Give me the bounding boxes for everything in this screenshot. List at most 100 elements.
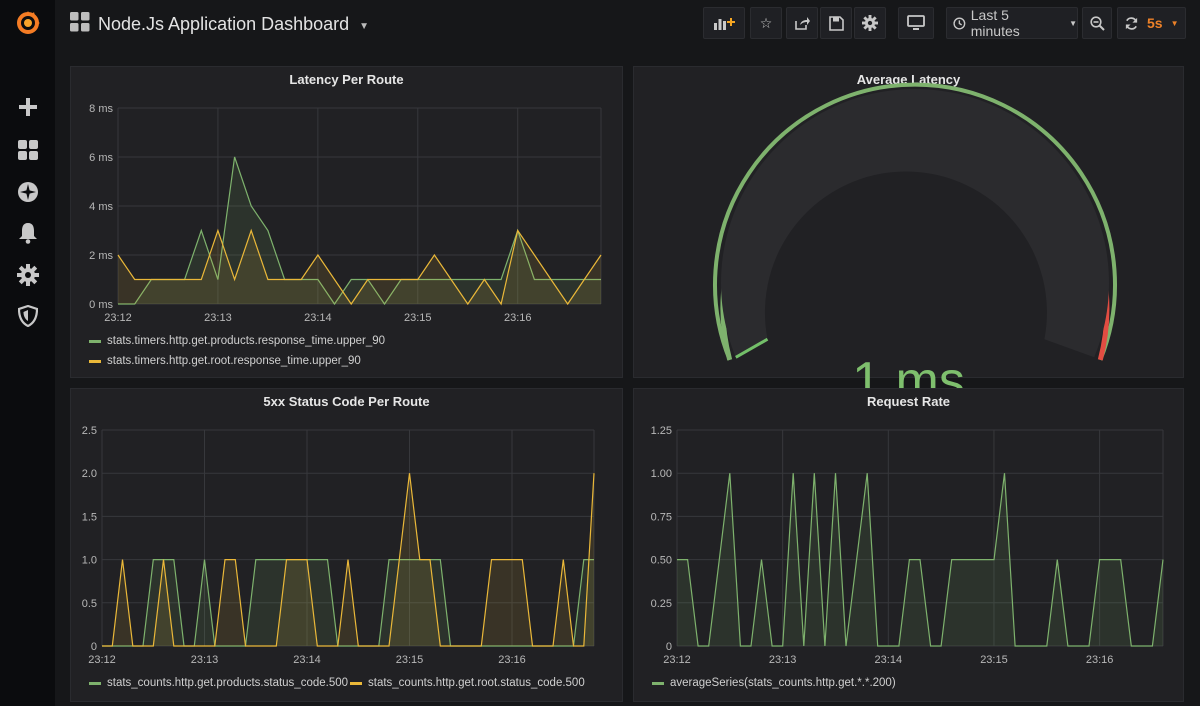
y-tick-label: 8 ms bbox=[89, 103, 113, 115]
alert-bell-icon[interactable] bbox=[14, 219, 42, 247]
legend-item[interactable]: averageSeries(stats_counts.http.get.*.*.… bbox=[652, 677, 896, 689]
series-line bbox=[117, 228, 602, 306]
x-tick-label: 23:12 bbox=[88, 654, 116, 666]
errors-chart: 0 0.5 1.0 1.5 2.0 2.5 23:12 23:13 23:14 23:15 23:1… bbox=[82, 425, 595, 666]
y-tick-label: 0.50 bbox=[651, 555, 672, 567]
legend-swatch bbox=[350, 681, 362, 685]
page-title: Node.Js Application Dashboard bbox=[98, 14, 350, 34]
star-button[interactable]: ☆ bbox=[750, 7, 782, 39]
x-tick-label: 23:16 bbox=[498, 654, 526, 666]
gear-icon bbox=[862, 15, 878, 31]
dashboards-icon bbox=[70, 12, 90, 37]
legend-item[interactable]: stats_counts.http.get.root.status_code.5… bbox=[350, 677, 585, 689]
y-tick-label: 1.00 bbox=[651, 468, 672, 480]
x-tick-label: 23:12 bbox=[104, 312, 132, 324]
y-tick-label: 0.5 bbox=[82, 598, 97, 610]
legend-label: stats.timers.http.get.products.response_… bbox=[107, 335, 386, 347]
add-panel-icon bbox=[714, 18, 735, 30]
y-tick-label: 0 ms bbox=[89, 299, 113, 311]
sidebar bbox=[0, 0, 55, 706]
legend-label: stats.timers.http.get.root.response_time… bbox=[107, 355, 361, 367]
y-tick-label: 1.25 bbox=[651, 425, 672, 437]
clock-icon bbox=[953, 17, 966, 29]
y-tick-label: 0.25 bbox=[651, 598, 672, 610]
refresh-button[interactable]: 5s ▼ bbox=[1117, 7, 1186, 39]
y-tick-label: 2 ms bbox=[89, 250, 113, 262]
y-tick-label: 2.0 bbox=[82, 468, 97, 480]
request-rate-chart: 0 0.25 0.50 0.75 1.00 1.25 23:12 23:13 23:14 23:1… bbox=[651, 425, 1164, 666]
dashboards-icon[interactable] bbox=[14, 136, 42, 164]
gear-icon[interactable] bbox=[14, 261, 42, 289]
legend-item[interactable]: stats.timers.http.get.products.response_… bbox=[89, 335, 385, 347]
star-icon: ☆ bbox=[759, 14, 773, 31]
x-tick-label: 23:16 bbox=[504, 312, 532, 324]
x-tick-label: 23:13 bbox=[769, 654, 797, 666]
request-rate-panel[interactable]: Request Rate 0 0.25 0.50 0.75 1.00 1.25 23:12 2… bbox=[633, 388, 1184, 702]
x-tick-label: 23:14 bbox=[304, 312, 332, 324]
average-latency-panel[interactable]: Average Latency 1 ms bbox=[633, 66, 1184, 410]
caret-down-icon: ▼ bbox=[1069, 18, 1077, 28]
legend-swatch bbox=[89, 359, 101, 363]
gauge-chart bbox=[713, 82, 1117, 361]
series-line bbox=[102, 473, 595, 647]
y-tick-label: 2.5 bbox=[82, 425, 97, 437]
share-icon bbox=[795, 17, 810, 30]
y-tick-label: 0 bbox=[91, 641, 97, 653]
plus-icon[interactable] bbox=[14, 93, 42, 121]
refresh-interval: 5s bbox=[1147, 15, 1163, 31]
caret-down-icon: ▼ bbox=[359, 21, 370, 32]
share-button[interactable] bbox=[786, 7, 818, 39]
caret-down-icon: ▼ bbox=[1170, 18, 1179, 28]
panel-title: 5xx Status Code Per Route bbox=[263, 394, 430, 409]
legend-swatch bbox=[89, 339, 101, 343]
series-area bbox=[102, 559, 594, 646]
x-tick-label: 23:15 bbox=[980, 654, 1008, 666]
y-tick-label: 6 ms bbox=[89, 152, 113, 164]
legend-swatch bbox=[89, 681, 101, 685]
explore-compass-icon[interactable] bbox=[14, 178, 42, 206]
legend-swatch bbox=[652, 681, 664, 685]
x-tick-label: 23:16 bbox=[1086, 654, 1114, 666]
x-tick-label: 23:15 bbox=[404, 312, 432, 324]
gauge-arc-left bbox=[713, 82, 1117, 361]
time-range-label: Last 5 minutes bbox=[970, 7, 1020, 39]
save-button[interactable] bbox=[820, 7, 852, 39]
refresh-icon bbox=[1125, 16, 1138, 30]
shield-icon[interactable] bbox=[14, 302, 42, 330]
monitor-icon bbox=[907, 15, 925, 30]
legend-label: stats_counts.http.get.root.status_code.5… bbox=[368, 677, 585, 689]
x-tick-label: 23:13 bbox=[204, 312, 232, 324]
x-tick-label: 23:13 bbox=[191, 654, 219, 666]
legend-item[interactable]: stats.timers.http.get.root.response_time… bbox=[89, 355, 361, 367]
settings-button[interactable] bbox=[854, 7, 886, 39]
y-tick-label: 4 ms bbox=[89, 201, 113, 213]
gauge-track bbox=[721, 88, 1109, 358]
y-tick-label: 0 bbox=[666, 641, 672, 653]
tv-mode-button[interactable] bbox=[898, 7, 934, 39]
zoom-out-icon bbox=[1089, 15, 1105, 31]
dashboard-title[interactable]: Node.Js Application Dashboard ▼ bbox=[70, 12, 369, 37]
y-tick-label: 0.75 bbox=[651, 511, 672, 523]
panel-title: Average Latency bbox=[856, 72, 961, 87]
legend-item[interactable]: stats_counts.http.get.products.status_co… bbox=[89, 677, 348, 689]
zoom-out-button[interactable] bbox=[1082, 7, 1112, 39]
grafana-logo-icon[interactable] bbox=[14, 9, 42, 37]
gauge-value-arc bbox=[735, 337, 769, 359]
time-picker-button[interactable]: Last 5 minutes ▼ bbox=[946, 7, 1078, 39]
status-5xx-panel[interactable]: 5xx Status Code Per Route 0 0.5 1.0 1.5 2.0 2… bbox=[70, 388, 623, 702]
x-tick-label: 23:15 bbox=[396, 654, 424, 666]
x-tick-label: 23:14 bbox=[875, 654, 903, 666]
y-tick-label: 1.5 bbox=[82, 511, 97, 523]
topbar: Node.Js Application Dashboard ▼ ☆ bbox=[55, 0, 1200, 50]
x-tick-label: 23:12 bbox=[663, 654, 691, 666]
x-tick-label: 23:14 bbox=[293, 654, 321, 666]
save-icon bbox=[828, 15, 844, 31]
latency-panel[interactable]: Latency Per Route 0 ms 2 ms 4 ms 6 ms 8 ms 23… bbox=[70, 66, 623, 378]
panel-title: Latency Per Route bbox=[289, 72, 404, 87]
y-tick-label: 1.0 bbox=[82, 555, 97, 567]
series-line bbox=[677, 473, 1164, 647]
latency-chart: 0 ms 2 ms 4 ms 6 ms 8 ms 23:12 23:13 23:14 23:15… bbox=[89, 103, 602, 324]
series-line bbox=[118, 156, 601, 306]
add-panel-button[interactable] bbox=[703, 7, 745, 39]
panel-title: Request Rate bbox=[866, 394, 951, 409]
